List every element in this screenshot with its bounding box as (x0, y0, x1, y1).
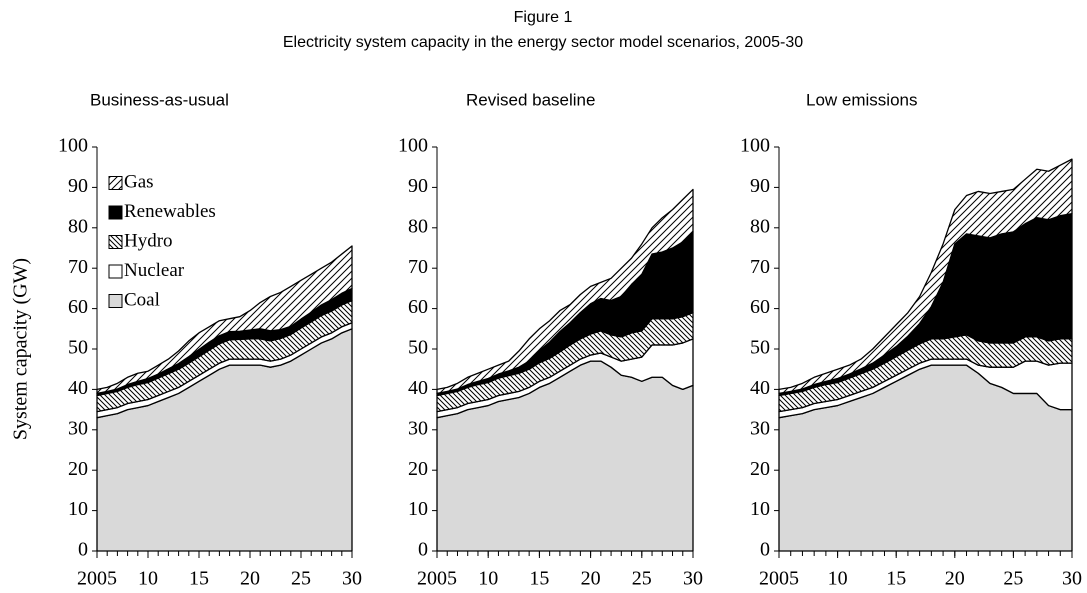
legend-label: Gas (124, 171, 154, 192)
legend-label: Coal (124, 289, 160, 310)
legend-swatch (108, 294, 123, 308)
legend-label: Nuclear (124, 260, 185, 281)
x-tick-label: 2005 (417, 568, 457, 590)
y-tick-label: 60 (750, 296, 770, 318)
y-tick-label: 90 (68, 175, 88, 197)
y-tick-label: 30 (408, 417, 428, 439)
legend-swatch (108, 235, 123, 249)
x-tick-label: 20 (945, 568, 965, 590)
y-tick-label: 40 (408, 377, 428, 399)
x-tick-label: 15 (886, 568, 906, 590)
y-tick-label: 70 (750, 256, 770, 278)
y-tick-label: 60 (68, 296, 88, 318)
y-tick-label: 50 (408, 337, 428, 359)
legend-swatch (108, 176, 123, 190)
legend-label: Hydro (124, 230, 173, 251)
x-tick-label: 10 (828, 568, 848, 590)
x-tick-label: 15 (189, 568, 209, 590)
x-tick-label: 20 (581, 568, 601, 590)
figure-subtitle: Electricity system capacity in the energ… (283, 34, 803, 51)
panel-title: Revised baseline (466, 90, 595, 109)
y-tick-label: 90 (408, 175, 428, 197)
x-tick-label: 25 (632, 568, 652, 590)
y-tick-label: 20 (750, 458, 770, 480)
y-tick-label: 10 (750, 498, 770, 520)
y-tick-label: 10 (408, 498, 428, 520)
x-tick-label: 25 (291, 568, 311, 590)
y-axis-label: System capacity (GW) (10, 258, 32, 440)
x-tick-label: 2005 (77, 568, 117, 590)
area-gas (96, 245, 353, 395)
y-tick-label: 70 (68, 256, 88, 278)
y-tick-label: 70 (408, 256, 428, 278)
y-tick-label: 40 (68, 377, 88, 399)
x-tick-label: 30 (1062, 568, 1082, 590)
y-tick-label: 40 (750, 377, 770, 399)
y-tick-label: 50 (68, 337, 88, 359)
y-tick-label: 0 (418, 539, 428, 561)
y-tick-label: 100 (740, 135, 770, 157)
area-gas (778, 158, 1073, 395)
y-tick-label: 80 (68, 215, 88, 237)
y-tick-label: 100 (398, 135, 428, 157)
y-tick-label: 30 (750, 417, 770, 439)
x-tick-label: 25 (1003, 568, 1023, 590)
figure-title: Figure 1 (514, 9, 573, 26)
panel-title: Low emissions (806, 90, 918, 109)
y-tick-label: 60 (408, 296, 428, 318)
y-tick-label: 100 (58, 135, 88, 157)
x-tick-label: 10 (138, 568, 158, 590)
y-tick-label: 20 (68, 458, 88, 480)
x-tick-label: 15 (529, 568, 549, 590)
y-tick-label: 0 (78, 539, 88, 561)
x-tick-label: 2005 (759, 568, 799, 590)
legend-swatch (108, 205, 123, 220)
y-tick-label: 80 (750, 215, 770, 237)
panel-title: Business-as-usual (90, 90, 229, 109)
legend-label: Renewables (124, 201, 216, 222)
y-tick-label: 80 (408, 215, 428, 237)
y-tick-label: 90 (750, 175, 770, 197)
x-tick-label: 20 (240, 568, 260, 590)
y-tick-label: 50 (750, 337, 770, 359)
y-tick-label: 20 (408, 458, 428, 480)
y-tick-label: 30 (68, 417, 88, 439)
y-tick-label: 0 (760, 539, 770, 561)
x-tick-label: 30 (342, 568, 362, 590)
x-tick-label: 10 (478, 568, 498, 590)
y-tick-label: 10 (68, 498, 88, 520)
legend-swatch (108, 264, 123, 279)
x-tick-label: 30 (683, 568, 703, 590)
area-gas (436, 188, 694, 395)
